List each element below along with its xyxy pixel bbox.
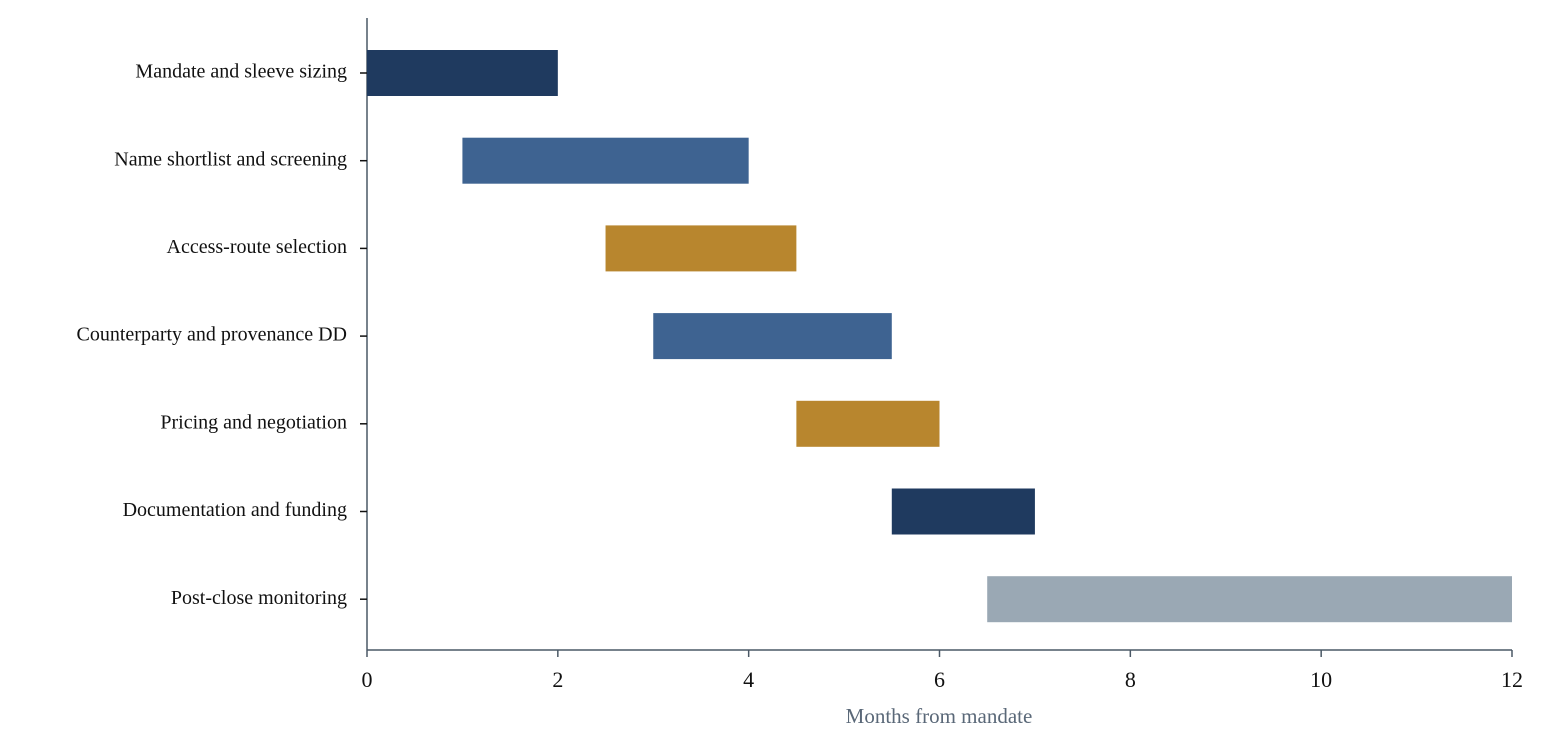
y-tick-label: Counterparty and provenance DD — [77, 324, 347, 346]
x-tick-label: 6 — [934, 667, 945, 692]
y-tick-label: Name shortlist and screening — [114, 148, 347, 170]
bar — [462, 137, 749, 184]
bar — [653, 313, 892, 360]
bar — [891, 488, 1035, 535]
bar — [987, 576, 1512, 623]
x-tick-label: 4 — [743, 667, 754, 692]
x-axis-label: Months from mandate — [846, 704, 1033, 728]
y-tick-label: Pricing and negotiation — [160, 411, 347, 433]
bar — [605, 225, 797, 272]
bar — [796, 400, 940, 447]
x-tick-label: 12 — [1501, 667, 1523, 692]
x-tick-label: 2 — [552, 667, 563, 692]
y-tick-label: Documentation and funding — [123, 499, 347, 521]
y-tick-label: Access-route selection — [167, 236, 347, 258]
y-tick-label: Post-close monitoring — [171, 587, 347, 609]
x-tick-label: 8 — [1125, 667, 1136, 692]
bar — [367, 50, 558, 96]
x-tick-label: 10 — [1310, 667, 1332, 692]
y-tick-label: Mandate and sleeve sizing — [135, 61, 347, 83]
x-tick-label: 0 — [362, 667, 373, 692]
